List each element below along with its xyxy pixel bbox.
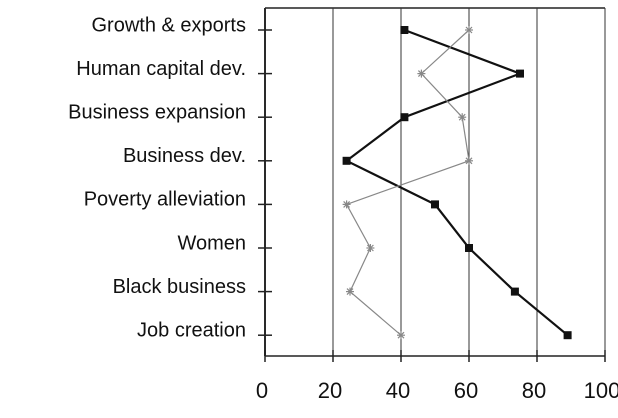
- marker-stroke: [397, 331, 405, 339]
- marker: [397, 331, 405, 340]
- y-tick-label: Human capital dev.: [76, 58, 246, 80]
- y-tick-label: Business expansion: [68, 101, 246, 123]
- marker-stroke: [458, 113, 466, 121]
- marker-stroke: [343, 200, 351, 208]
- marker-stroke: [465, 26, 473, 34]
- marker: [465, 26, 473, 34]
- marker: [431, 200, 439, 209]
- marker: [465, 244, 473, 252]
- series-line: [344, 28, 569, 337]
- x-tick-label: 0: [256, 378, 268, 403]
- marker: [400, 26, 409, 34]
- marker-stroke: [417, 70, 425, 78]
- marker: [342, 200, 351, 209]
- marker-stroke: [346, 288, 354, 296]
- x-tick-label: 100: [584, 378, 618, 403]
- marker: [346, 287, 354, 296]
- y-tick-label: Job creation: [137, 319, 246, 341]
- series-line: [345, 29, 470, 336]
- marker: [342, 156, 351, 165]
- marker: [366, 244, 375, 252]
- x-tick-label: 80: [522, 378, 546, 403]
- marker: [400, 113, 409, 122]
- y-tick-label: Poverty alleviation: [84, 189, 246, 211]
- y-tick-label: Women: [177, 232, 246, 254]
- marker: [417, 69, 426, 78]
- marker: [458, 113, 467, 122]
- x-tick-label: 40: [386, 378, 410, 403]
- marker: [510, 287, 519, 296]
- marker: [563, 331, 572, 340]
- marker: [465, 156, 473, 165]
- marker: [516, 69, 524, 78]
- x-tick-label: 60: [454, 378, 478, 403]
- y-tick-label: Black business: [113, 276, 246, 298]
- x-tick-label: 20: [318, 378, 342, 403]
- marker-stroke: [465, 157, 473, 165]
- marker-stroke: [366, 244, 374, 252]
- y-tick-label: Business dev.: [123, 145, 246, 167]
- y-tick-label: Growth & exports: [91, 14, 246, 36]
